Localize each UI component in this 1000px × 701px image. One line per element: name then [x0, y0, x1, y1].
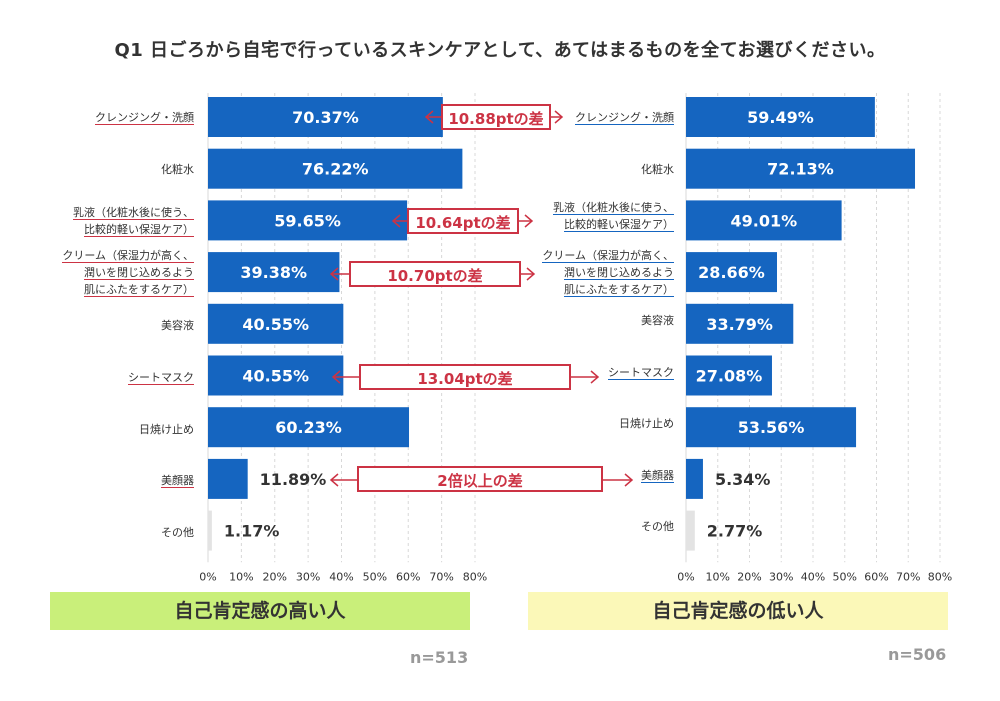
left-value-label: 59.65% [274, 211, 341, 230]
left-value-label: 40.55% [242, 315, 309, 334]
left-bar [208, 355, 344, 396]
left-label-serum: 美容液 [161, 319, 194, 332]
diff-arrow-head-left [329, 473, 339, 487]
right-bar [686, 510, 695, 551]
left-bar [208, 200, 408, 241]
left-tick-label: 30% [296, 570, 320, 583]
diff-arrow-head-right [590, 370, 600, 384]
left-bar [208, 97, 443, 137]
left-label-facial-device: 美顔器 [161, 474, 194, 488]
right-label-sheetmask: シートマスク [608, 366, 674, 380]
left-label-cleansing: クレンジング・洗顔 [95, 111, 194, 125]
left-value-label: 40.55% [242, 367, 309, 386]
left-bar [208, 252, 340, 293]
left-label-milk: 乳液（化粧水後に使う、 比較的軽い保湿ケア） [73, 206, 194, 237]
diff-arrow-head-left [424, 110, 434, 124]
left-label-cream: クリーム（保湿力が高く、 潤いを閉じ込めるよう 肌にふたをするケア） [62, 249, 194, 297]
chart-title: Q1 日ごろから自宅で行っているスキンケアとして、あてはまるものを全てお選びくだ… [114, 40, 886, 61]
right-value-label: 59.49% [747, 108, 814, 127]
left-bar [208, 303, 344, 344]
left-value-label: 76.22% [302, 160, 369, 179]
right-value-label: 72.13% [767, 160, 834, 179]
left-value-label: 39.38% [240, 263, 307, 282]
right-label-cleansing: クレンジング・洗顔 [575, 111, 674, 125]
right-value-label: 33.79% [706, 315, 773, 334]
right-tick-label: 0% [677, 570, 694, 583]
right-value-label: 28.66% [698, 263, 765, 282]
left-label-sunscreen: 日焼け止め [139, 423, 194, 436]
left-tick-label: 50% [363, 570, 387, 583]
right-value-label: 49.01% [730, 211, 797, 230]
right-tick-label: 20% [737, 570, 761, 583]
left-bar [208, 407, 410, 448]
right-label-other: その他 [641, 520, 674, 533]
left-value-label: 70.37% [292, 108, 359, 127]
right-value-label: 27.08% [696, 367, 763, 386]
diff-box-cream: 10.70ptの差 [349, 261, 521, 287]
right-bar [686, 252, 777, 293]
right-label-facial-device: 美顔器 [641, 469, 674, 483]
diff-box-milk: 10.64ptの差 [407, 208, 519, 234]
left-value-label: 1.17% [224, 522, 280, 541]
right-bar [686, 303, 794, 344]
left-tick-label: 40% [329, 570, 353, 583]
diff-arrow-head-right [526, 267, 536, 281]
diff-arrow-head-right [524, 214, 534, 228]
diff-arrow-head-left [329, 267, 339, 281]
left-label-toner: 化粧水 [161, 163, 194, 176]
left-value-label: 11.89% [260, 470, 327, 489]
right-bar [686, 355, 772, 396]
left-tick-label: 10% [229, 570, 253, 583]
panel-label-high: 自己肯定感の高い人 [50, 592, 470, 630]
right-bar [686, 200, 842, 241]
axis-ticks: 0% 10% 20% 30% 40% 50% 60% 70% 80% 0% 10% 20% 30% 40%… [199, 570, 952, 583]
right-tick-label: 70% [896, 570, 920, 583]
right-tick-label: 60% [864, 570, 888, 583]
left-tick-label: 60% [396, 570, 420, 583]
diff-box-cleansing: 10.88ptの差 [441, 104, 551, 130]
diff-arrow-head-right [624, 473, 634, 487]
right-tick-label: 40% [801, 570, 825, 583]
diff-arrow-head-left [331, 370, 341, 384]
bars-left: 70.37% 76.22% 59.65% 39.38% 40.55% 40.55% 60.2… [208, 97, 463, 551]
right-bar [686, 458, 703, 499]
right-label-toner: 化粧水 [641, 163, 674, 176]
diff-box-facial-device: 2倍以上の差 [357, 466, 603, 492]
left-tick-label: 70% [429, 570, 453, 583]
diff-box-sheetmask: 13.04ptの差 [359, 364, 571, 390]
left-value-label: 60.23% [275, 418, 342, 437]
left-bar [208, 458, 248, 499]
left-bar [208, 148, 463, 189]
left-label-sheetmask: シートマスク [128, 371, 194, 385]
right-label-serum: 美容液 [641, 314, 674, 327]
right-bar [686, 97, 875, 137]
left-tick-label: 0% [199, 570, 216, 583]
right-label-milk: 乳液（化粧水後に使う、 比較的軽い保湿ケア） [553, 201, 674, 232]
right-tick-label: 50% [833, 570, 857, 583]
left-tick-label: 20% [263, 570, 287, 583]
right-label-sunscreen: 日焼け止め [619, 417, 674, 430]
right-bar [686, 148, 916, 189]
right-value-label: 2.77% [707, 522, 763, 541]
right-value-label: 53.56% [738, 418, 805, 437]
bars-right: 59.49% 72.13% 49.01% 28.66% 33.79% 27.08% 53.5… [686, 97, 916, 551]
right-label-cream: クリーム（保湿力が高く、 潤いを閉じ込めるよう 肌にふたをするケア） [542, 249, 674, 297]
left-bar [208, 510, 212, 551]
right-bar [686, 407, 857, 448]
left-label-other: その他 [161, 526, 194, 539]
left-tick-label: 80% [463, 570, 487, 583]
diff-arrow-head-right [554, 110, 564, 124]
right-tick-label: 80% [928, 570, 952, 583]
panel-label-low: 自己肯定感の低い人 [528, 592, 948, 630]
right-tick-label: 10% [706, 570, 730, 583]
right-value-label: 5.34% [715, 470, 771, 489]
n-label-low: n=506 [888, 645, 947, 664]
n-label-high: n=513 [410, 648, 469, 667]
right-tick-label: 30% [769, 570, 793, 583]
diff-arrow-head-left [391, 214, 401, 228]
